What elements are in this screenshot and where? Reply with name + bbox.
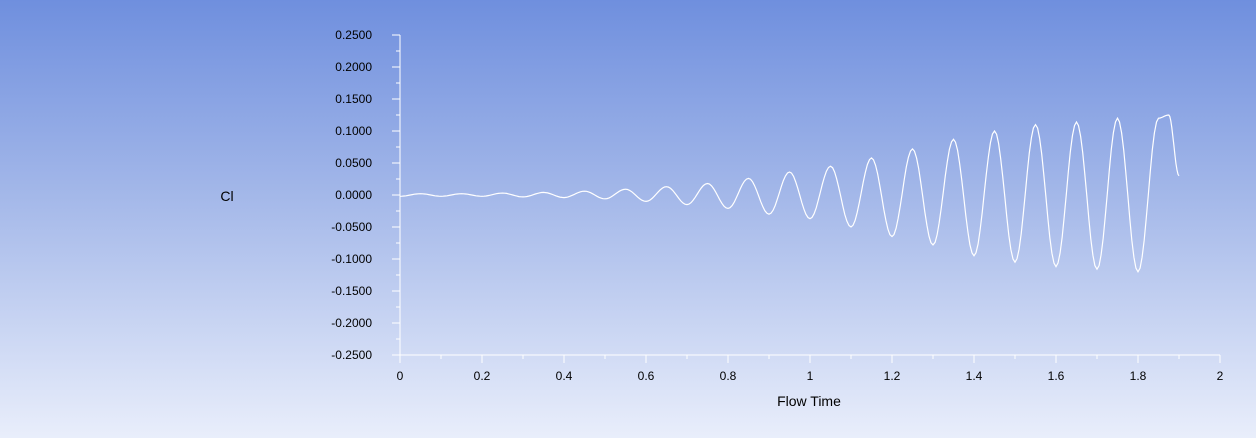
x-tick-label: 1.2: [884, 369, 901, 383]
y-tick-label: -0.1500: [331, 284, 372, 298]
cl-series-line: [399, 114, 1180, 274]
y-tick-label: 0.2500: [335, 28, 372, 42]
y-tick-label: -0.2000: [331, 316, 372, 330]
y-tick-label: 0.1500: [335, 92, 372, 106]
y-tick-label: 0.0000: [335, 188, 372, 202]
x-tick-label: 0.4: [556, 369, 573, 383]
x-tick-label: 1.4: [966, 369, 983, 383]
x-tick-label: 0.8: [720, 369, 737, 383]
x-tick-label: 1.6: [1048, 369, 1065, 383]
x-tick-label: 0.6: [638, 369, 655, 383]
x-tick-label: 0: [397, 369, 404, 383]
y-tick-label: 0.0500: [335, 156, 372, 170]
x-axis-title: Flow Time: [777, 393, 841, 409]
x-axis: 0 0.2 0.4 0.6 0.8 1 1.2 1.4 1.6 1.8 2: [397, 354, 1224, 383]
y-tick-label: 0.1000: [335, 124, 372, 138]
y-tick-label: -0.2500: [331, 348, 372, 362]
x-tick-label: 2: [1217, 369, 1224, 383]
y-tick-label: -0.0500: [331, 220, 372, 234]
y-axis-title: Cl: [220, 188, 233, 204]
y-tick-label: 0.2000: [335, 60, 372, 74]
y-tick-label: -0.1000: [331, 252, 372, 266]
x-tick-label: 1.8: [1130, 369, 1147, 383]
x-tick-label: 1: [807, 369, 814, 383]
y-axis: 0.2500 0.2000 0.1500 0.1000 0.0500 0.0000 -0.0…: [331, 28, 401, 362]
x-tick-label: 0.2: [474, 369, 491, 383]
